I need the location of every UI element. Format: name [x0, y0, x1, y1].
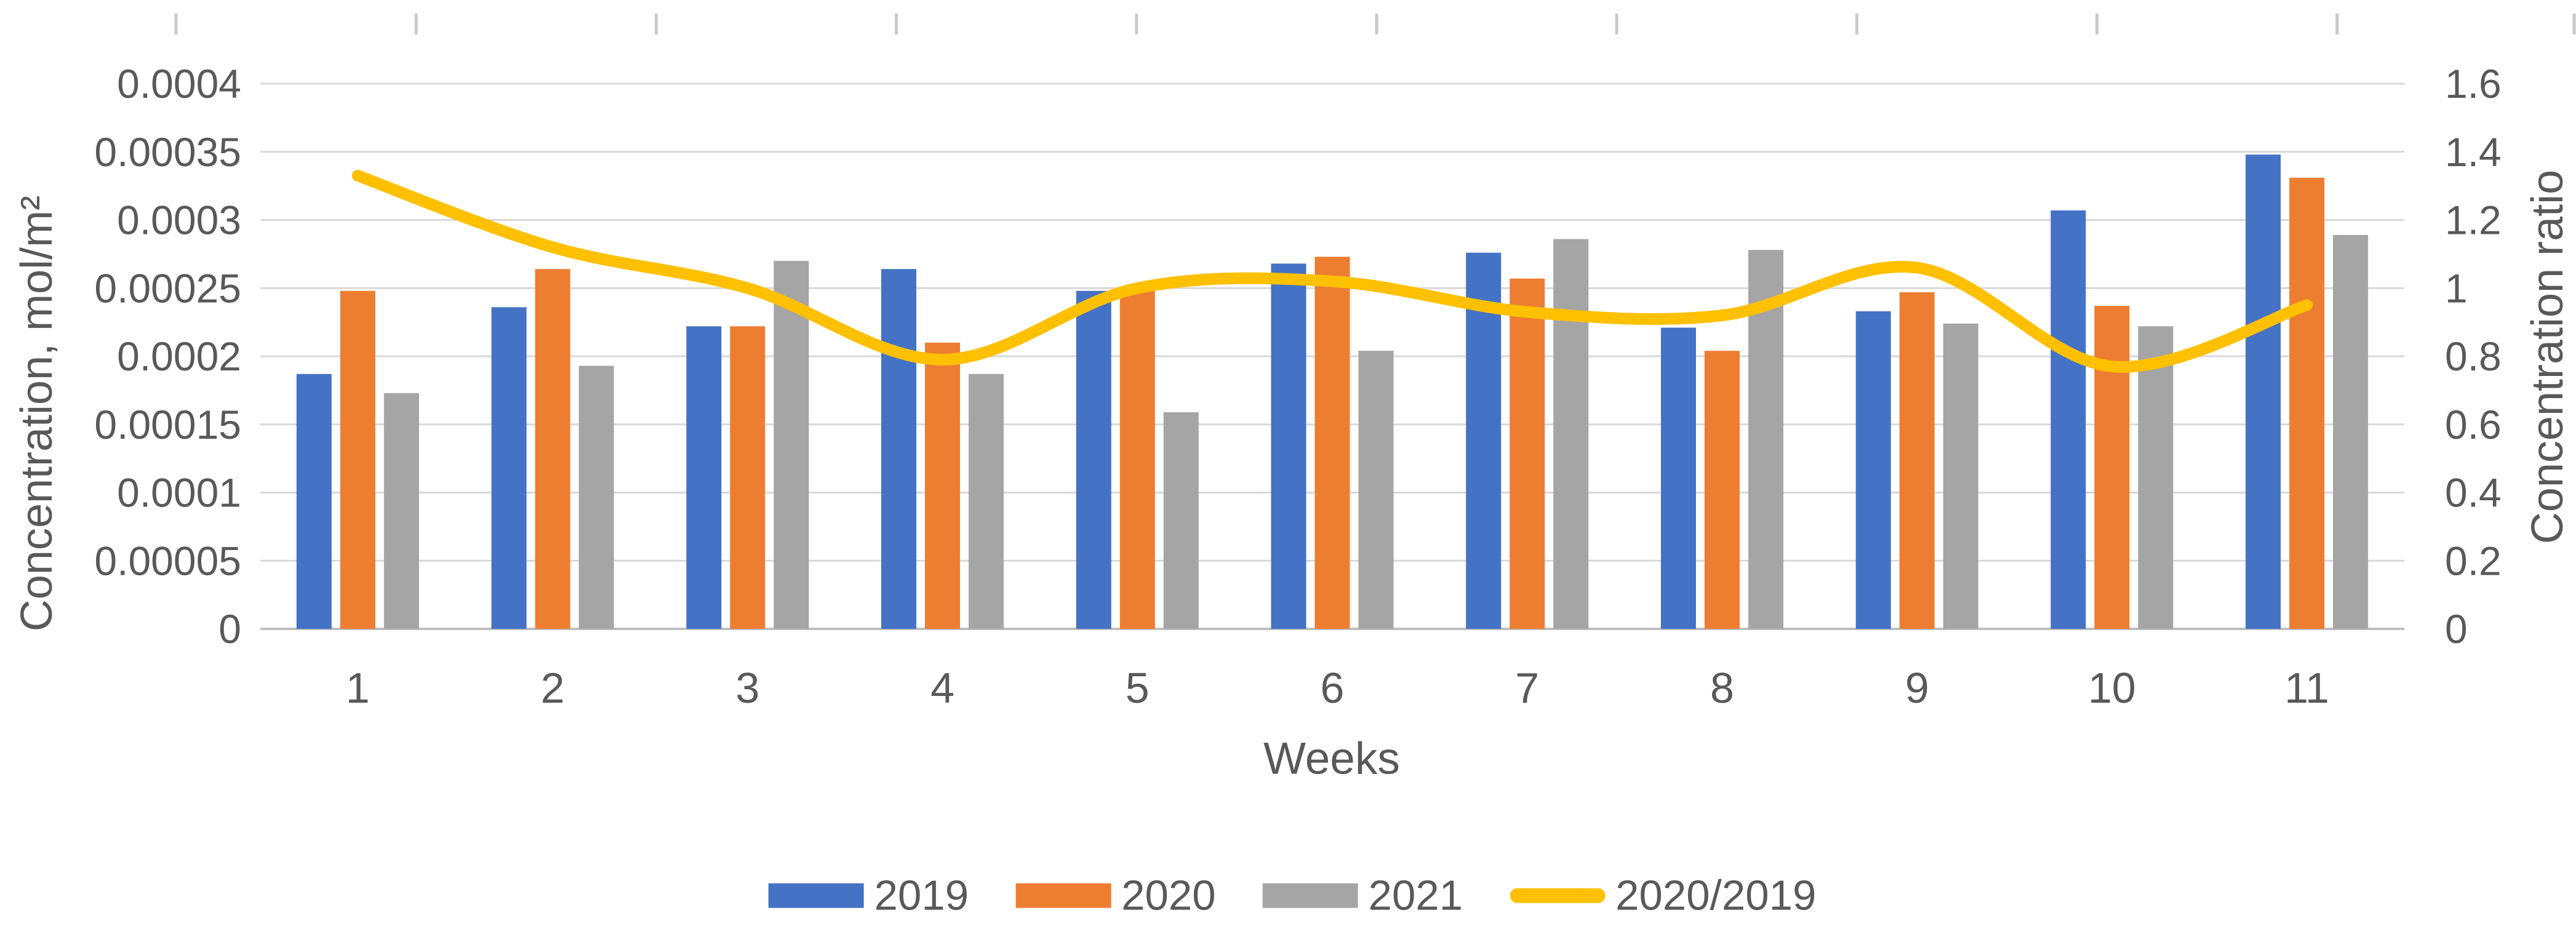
legend-swatch-2021-icon	[1262, 883, 1358, 908]
left-axis-tick-label: 0.0004	[117, 61, 241, 106]
bar-2020-week-10	[2094, 306, 2130, 629]
right-axis-tick-label: 0.8	[2445, 334, 2502, 379]
right-axis-tick-label: 0.2	[2445, 538, 2502, 583]
bar-2021-week-9	[1943, 323, 1978, 629]
bar-2020-week-9	[1899, 292, 1935, 629]
x-axis-tick-label: 9	[1905, 664, 1929, 712]
bar-2019-week-4	[881, 269, 917, 629]
right-axis-tick-label: 1.2	[2445, 198, 2502, 243]
right-axis-tick-label: 1.4	[2445, 129, 2502, 175]
legend-label-2021: 2021	[1368, 871, 1463, 919]
legend-label-ratio: 2020/2019	[1615, 871, 1817, 919]
bar-2019-week-10	[2050, 210, 2086, 629]
legend: 2019 2020 2021 2020/2019	[768, 871, 1816, 919]
x-axis-tick-label: 6	[1321, 664, 1345, 712]
x-axis-tick-label: 10	[2088, 664, 2136, 712]
right-axis-tick-label: 0	[2445, 606, 2468, 652]
bar-2020-week-1	[340, 290, 375, 629]
left-axis-tick-label: 0.00025	[94, 265, 241, 311]
left-axis-tick-label: 0	[218, 606, 241, 652]
right-axis-tick-label: 1	[2445, 265, 2468, 311]
bar-2019-week-2	[491, 307, 527, 629]
bar-2021-week-4	[969, 374, 1004, 629]
bar-2019-week-9	[1855, 311, 1891, 629]
bar-2019-week-8	[1660, 327, 1696, 629]
ratio-line-series	[351, 170, 2313, 373]
legend-swatch-2020-icon	[1015, 883, 1111, 908]
right-axis-tick-label: 0.4	[2445, 470, 2502, 516]
legend-swatch-2019-icon	[768, 883, 864, 908]
bar-2020-week-11	[2289, 177, 2325, 629]
bar-2019-week-1	[296, 374, 332, 629]
bar-2020-week-5	[1119, 289, 1155, 629]
bar-2019-week-3	[686, 326, 722, 629]
x-axis-tick-label: 8	[1710, 664, 1734, 712]
bar-2019-week-5	[1076, 290, 1111, 629]
x-axis-tick-label: 5	[1126, 664, 1150, 712]
x-axis-tick-label: 3	[735, 664, 759, 712]
bar-2019-week-7	[1466, 252, 1502, 629]
bar-2020-week-2	[535, 269, 570, 629]
legend-item-2019: 2019	[768, 871, 969, 919]
bar-2020-week-3	[730, 326, 766, 629]
left-axis-tick-label: 0.00005	[94, 538, 241, 583]
legend-item-2020: 2020	[1015, 874, 1216, 917]
right-axis-title: Concentration ratio	[2523, 169, 2572, 545]
legend-line-swatch-ratio-icon	[1510, 888, 1606, 903]
left-axis-tick-label: 0.00015	[94, 402, 241, 447]
right-axis-tick-label: 0.6	[2445, 402, 2502, 447]
x-axis-title: Weeks	[1263, 733, 1400, 784]
bar-2021-week-7	[1553, 239, 1589, 629]
bar-2021-week-2	[578, 366, 614, 629]
bar-2020-week-7	[1510, 278, 1545, 629]
bar-2021-week-11	[2333, 234, 2369, 629]
x-axis-tick-label: 11	[2284, 664, 2329, 712]
legend-item-2021: 2021	[1262, 871, 1463, 919]
bar-2021-week-5	[1163, 412, 1199, 629]
left-axis-tick-label: 0.0001	[117, 470, 241, 516]
legend-item-ratio: 2020/2019	[1510, 874, 1816, 917]
x-axis-tick-label: 2	[541, 664, 565, 712]
bar-2020-week-4	[925, 342, 961, 629]
bar-2019-week-11	[2246, 154, 2281, 629]
x-axis-tick-label: 1	[346, 664, 370, 712]
x-axis-tick-label: 4	[930, 664, 954, 712]
legend-label-2020: 2020	[1121, 871, 1216, 919]
left-axis-title: Concentration, mol/m²	[12, 195, 62, 632]
legend-label-2019: 2019	[874, 871, 969, 919]
bar-2019-week-6	[1271, 263, 1306, 629]
left-axis-tick-label: 0.0003	[117, 198, 241, 243]
bar-2021-week-3	[774, 260, 809, 629]
bar-2021-week-10	[2138, 326, 2174, 629]
right-axis-tick-label: 1.6	[2445, 61, 2502, 106]
bar-2021-week-6	[1358, 351, 1394, 629]
bar-2020-week-8	[1704, 351, 1740, 629]
bar-2021-week-1	[383, 393, 419, 629]
x-axis-tick-label: 7	[1515, 664, 1539, 712]
bar-2020-week-6	[1314, 257, 1350, 629]
left-axis-tick-label: 0.00035	[94, 129, 241, 175]
left-axis-tick-label: 0.0002	[117, 334, 241, 379]
